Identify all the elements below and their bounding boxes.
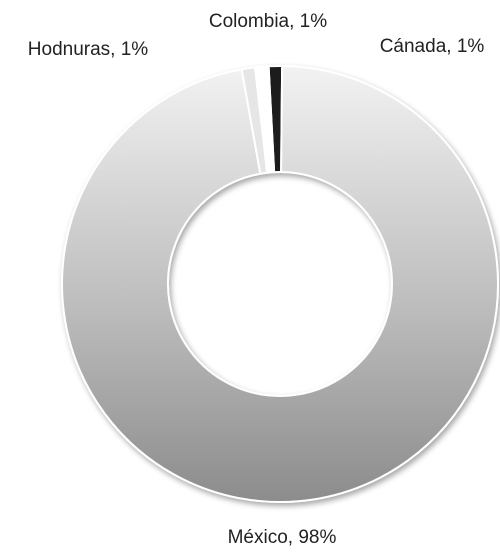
data-label: México, 98% — [228, 527, 337, 548]
data-label: Colombia, 1% — [209, 11, 327, 32]
data-label: Cánada, 1% — [380, 36, 485, 57]
data-label: Hodnuras, 1% — [28, 39, 149, 60]
donut-slice — [61, 64, 499, 503]
donut — [61, 64, 499, 503]
donut-slice — [253, 65, 276, 174]
